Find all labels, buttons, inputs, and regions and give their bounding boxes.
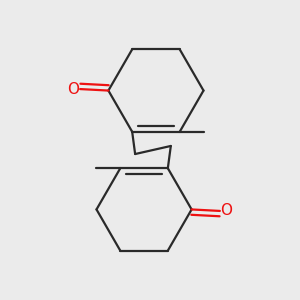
Text: O: O — [220, 203, 232, 218]
Text: O: O — [68, 82, 80, 97]
